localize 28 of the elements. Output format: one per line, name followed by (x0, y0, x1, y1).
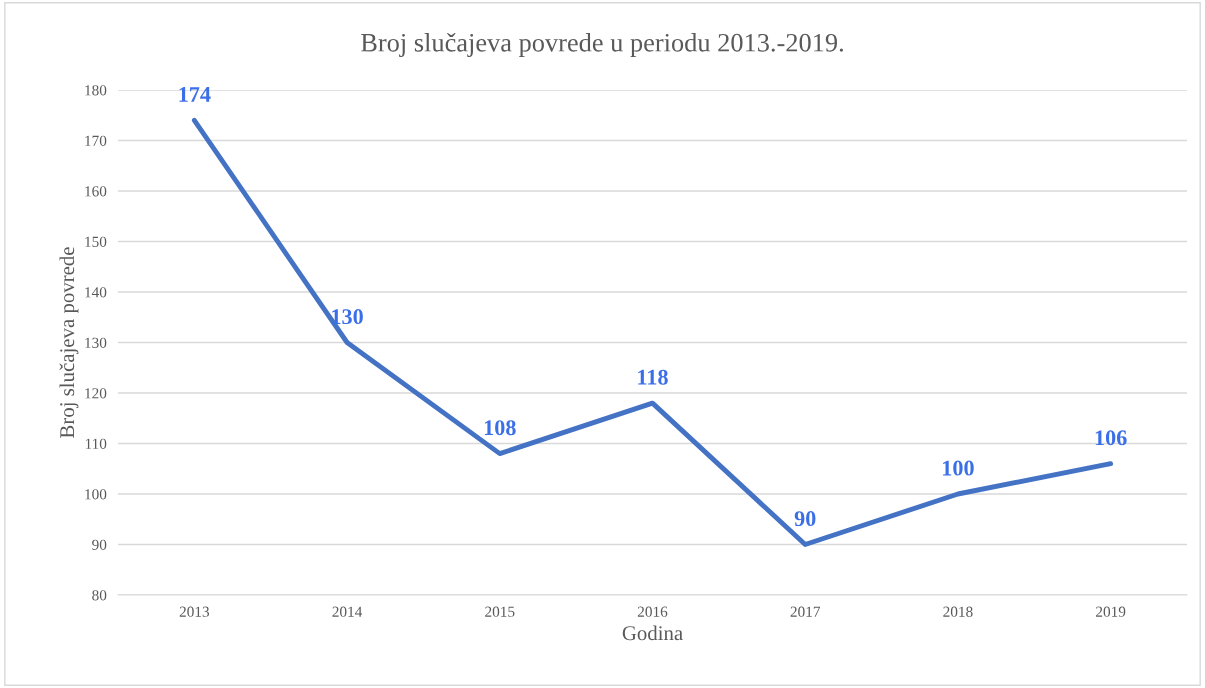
data-label: 106 (1095, 430, 1127, 446)
y-tick-label: 100 (85, 489, 107, 500)
y-tick-label: 80 (92, 590, 107, 601)
y-tick-label: 160 (85, 186, 107, 197)
y-tick-label: 130 (85, 337, 107, 348)
y-axis-title: Broj slučajeva povrede (59, 247, 79, 438)
y-tick-label: 170 (85, 135, 107, 146)
x-tick-label: 2013 (179, 606, 210, 617)
data-label: 108 (484, 420, 516, 436)
x-tick-label: 2016 (637, 606, 668, 617)
x-tick-label: 2015 (485, 606, 515, 617)
y-tick-label: 140 (85, 287, 107, 298)
x-axis-title: Godina (622, 625, 683, 641)
chart-title: Broj slučajeva povrede u periodu 2013.-2019. (361, 33, 843, 57)
x-tick-label: 2014 (332, 606, 363, 617)
y-tick-label: 120 (85, 388, 107, 399)
x-tick-label: 2019 (1096, 606, 1126, 617)
data-label: 130 (332, 309, 363, 325)
y-tick-label: 90 (92, 539, 107, 550)
x-tick-label: 2018 (943, 606, 973, 617)
y-tick-label: 110 (85, 438, 107, 449)
y-tick-label: 180 (85, 85, 107, 96)
x-tick-label: 2017 (790, 606, 821, 617)
data-label: 118 (638, 369, 668, 385)
data-label: 174 (179, 87, 211, 102)
y-tick-label: 150 (85, 236, 107, 247)
data-label: 90 (794, 511, 816, 527)
data-label: 100 (943, 460, 974, 476)
